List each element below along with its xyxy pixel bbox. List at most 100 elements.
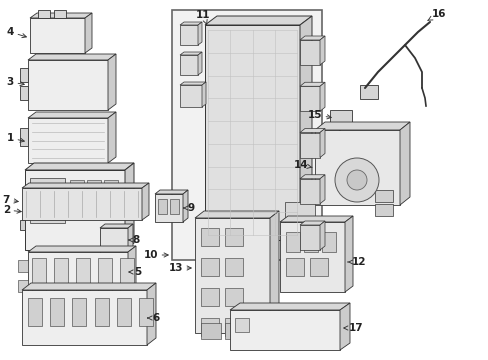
Bar (38, 10, 50, 18)
Bar (25, 170, 125, 250)
Polygon shape (22, 183, 149, 188)
Bar (117, 298, 130, 326)
Bar (28, 298, 42, 326)
Bar (76, 258, 90, 296)
Bar (18, 260, 28, 272)
Text: 7: 7 (2, 195, 18, 205)
Text: 3: 3 (7, 77, 24, 87)
Circle shape (334, 158, 378, 202)
Bar (180, 55, 198, 75)
Polygon shape (299, 129, 325, 132)
Polygon shape (155, 190, 187, 194)
Text: 14: 14 (293, 160, 311, 170)
Polygon shape (204, 16, 311, 25)
Bar (201, 258, 219, 276)
Bar (285, 202, 314, 224)
Polygon shape (183, 190, 187, 222)
Bar (201, 288, 219, 306)
Text: 8: 8 (129, 235, 139, 245)
Bar (224, 258, 243, 276)
Circle shape (346, 170, 366, 190)
Bar (235, 318, 248, 332)
Bar (201, 228, 219, 246)
Bar (20, 128, 28, 146)
Bar (299, 225, 319, 250)
Bar (50, 298, 64, 326)
Polygon shape (299, 221, 325, 225)
Bar (299, 40, 319, 65)
Polygon shape (108, 54, 116, 110)
Text: 6: 6 (147, 313, 159, 323)
Bar (20, 86, 28, 100)
Bar (285, 258, 304, 276)
Bar (28, 252, 128, 310)
Text: 1: 1 (7, 133, 24, 143)
Polygon shape (319, 221, 325, 250)
Polygon shape (147, 283, 156, 345)
Bar (30, 178, 65, 223)
Polygon shape (299, 175, 325, 179)
Polygon shape (28, 112, 116, 118)
Bar (18, 280, 28, 292)
Bar (224, 318, 243, 336)
Polygon shape (28, 246, 136, 252)
Text: 16: 16 (427, 9, 446, 21)
Text: 10: 10 (143, 250, 168, 260)
Bar (224, 288, 243, 306)
Bar (285, 232, 299, 252)
Text: 11: 11 (196, 10, 210, 24)
Polygon shape (319, 82, 325, 111)
Polygon shape (345, 216, 352, 292)
Polygon shape (128, 224, 133, 256)
Bar (280, 222, 345, 292)
Bar (299, 132, 319, 158)
Bar (304, 232, 317, 252)
Polygon shape (108, 112, 116, 163)
Polygon shape (280, 216, 352, 222)
Bar (72, 298, 86, 326)
Bar (299, 179, 319, 204)
Bar (224, 323, 244, 339)
Polygon shape (180, 52, 202, 55)
Bar (155, 194, 183, 222)
Bar (359, 85, 377, 99)
Polygon shape (269, 211, 279, 333)
Polygon shape (125, 163, 134, 250)
Text: 17: 17 (343, 323, 363, 333)
Bar (30, 18, 85, 53)
Bar (139, 298, 153, 326)
Text: 4: 4 (7, 27, 26, 38)
Bar (20, 220, 25, 230)
Bar (54, 10, 66, 18)
Text: 12: 12 (347, 257, 366, 267)
Text: 2: 2 (3, 205, 21, 215)
Bar (98, 258, 112, 296)
Bar (87, 180, 101, 198)
Polygon shape (198, 22, 202, 45)
Bar (201, 323, 221, 339)
Polygon shape (299, 82, 325, 86)
Bar (28, 60, 108, 110)
Bar (321, 232, 335, 252)
Polygon shape (22, 283, 156, 290)
Bar (158, 199, 167, 214)
Bar (172, 10, 321, 260)
Bar (180, 85, 202, 107)
Bar (28, 118, 108, 163)
Bar (70, 180, 84, 198)
Polygon shape (339, 303, 349, 350)
Text: 9: 9 (183, 203, 195, 213)
Bar (20, 68, 28, 82)
Bar (201, 318, 219, 336)
Polygon shape (28, 54, 116, 60)
Bar (204, 25, 299, 240)
Bar (224, 228, 243, 246)
Text: 15: 15 (307, 110, 330, 120)
Polygon shape (128, 246, 136, 310)
Polygon shape (319, 36, 325, 65)
Polygon shape (30, 13, 92, 18)
Bar (180, 25, 198, 45)
Polygon shape (202, 82, 205, 107)
Bar (329, 110, 351, 126)
Bar (195, 218, 269, 333)
